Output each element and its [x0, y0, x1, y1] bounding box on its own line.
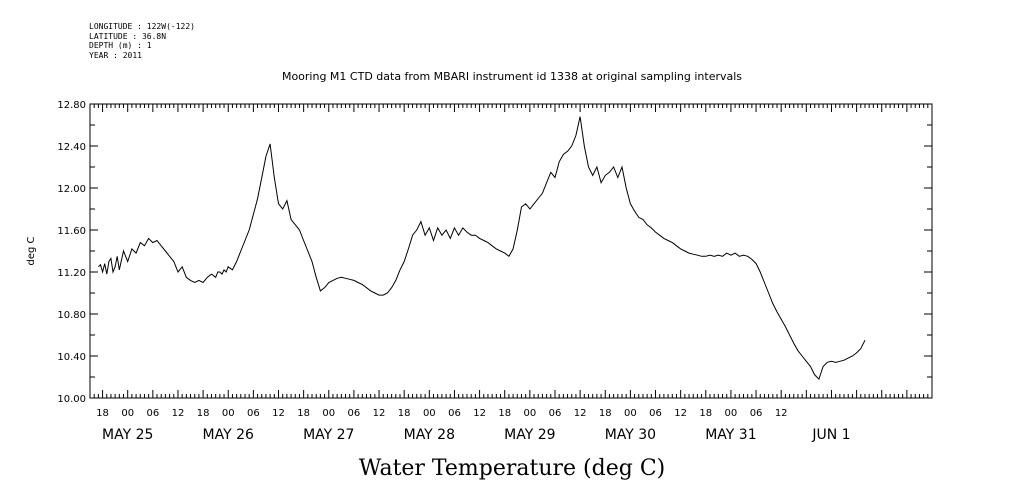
year-text: YEAR : 2011	[89, 50, 142, 60]
x-hour-label: 18	[699, 408, 712, 419]
y-tick-label: 12.00	[57, 184, 86, 195]
x-hour-label: 18	[96, 408, 109, 419]
x-hour-label: 00	[121, 408, 134, 419]
latitude-text: LATITUDE : 36.8N	[89, 31, 167, 41]
x-date-label: MAY 31	[705, 427, 756, 443]
x-hour-label: 00	[523, 408, 536, 419]
x-axis-label: Water Temperature (deg C)	[359, 456, 666, 481]
plot-frame	[89, 103, 933, 399]
x-hour-label: 18	[197, 408, 210, 419]
chart-title: Mooring M1 CTD data from MBARI instrumen…	[282, 70, 742, 83]
x-hour-label: 12	[574, 408, 587, 419]
x-hour-label: 06	[750, 408, 763, 419]
x-hour-label: 18	[498, 408, 511, 419]
x-hour-label: 06	[549, 408, 562, 419]
x-hour-label: 12	[172, 408, 185, 419]
x-hour-label: 00	[222, 408, 235, 419]
x-date-label: MAY 29	[504, 427, 555, 443]
y-tick-label: 12.80	[57, 100, 86, 111]
y-tick-label: 11.60	[57, 226, 86, 237]
y-tick-label: 10.80	[57, 310, 86, 321]
x-hour-label: 06	[146, 408, 159, 419]
x-hour-label: 12	[775, 408, 788, 419]
x-date-label: JUN 1	[811, 427, 850, 443]
longitude-text: LONGITUDE : 122W(-122)	[89, 22, 195, 31]
depth-text: DEPTH (m) : 1	[89, 41, 152, 50]
x-hour-label: 06	[348, 408, 361, 419]
x-hour-label: 12	[272, 408, 285, 419]
x-hour-label: 12	[473, 408, 486, 419]
x-hour-label: 18	[599, 408, 612, 419]
x-date-label: MAY 28	[404, 427, 455, 443]
x-hour-label: 18	[297, 408, 310, 419]
x-hour-label: 06	[247, 408, 260, 419]
x-hour-label: 06	[448, 408, 461, 419]
x-hour-label: 00	[423, 408, 436, 419]
x-hour-label: 00	[725, 408, 738, 419]
water-temperature-line	[98, 116, 866, 381]
x-hour-label: 00	[624, 408, 637, 419]
x-hour-label: 00	[322, 408, 335, 419]
x-hour-label: 12	[373, 408, 386, 419]
y-axis-label: deg C	[26, 236, 37, 265]
y-tick-label: 11.20	[57, 268, 86, 279]
x-hour-label: 06	[649, 408, 662, 419]
metadata-block: LONGITUDE : 122W(-122) LATITUDE : 36.8N …	[89, 22, 195, 60]
x-date-label: MAY 26	[203, 427, 254, 443]
x-hour-label: 12	[674, 408, 687, 419]
x-date-label: MAY 27	[303, 427, 354, 443]
y-tick-label: 12.40	[57, 142, 86, 153]
y-tick-label: 10.00	[57, 394, 86, 405]
x-axis: 18 00 06 12 18 00 06 12 18 00 06 12 18 00 06 12 18 00 06 12…	[89, 104, 933, 443]
y-axis: 10.00 10.40 10.80 11.20 11.60 12.00 12.40 12.80	[57, 100, 932, 405]
x-date-label: MAY 25	[102, 427, 153, 443]
x-date-label: MAY 30	[605, 427, 656, 443]
x-hour-label: 18	[398, 408, 411, 419]
y-tick-label: 10.40	[57, 352, 86, 363]
